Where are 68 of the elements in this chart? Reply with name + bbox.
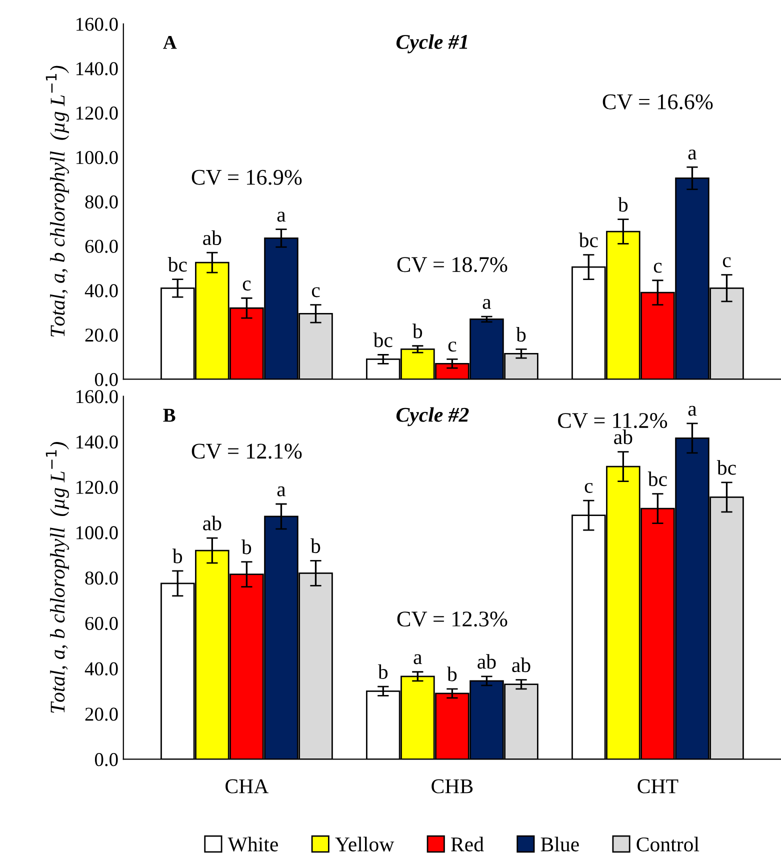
data-label: b [172, 548, 182, 564]
chart-title: Cycle #1 [396, 34, 468, 54]
data-label: b [241, 540, 252, 554]
data-label: b [378, 664, 388, 679]
data-label: c [242, 280, 251, 291]
legend-label: Control [636, 836, 700, 852]
y-tick-label: 60.0 [85, 240, 118, 253]
data-label: bc [578, 232, 598, 248]
y-tick-label: 20.0 [85, 328, 118, 342]
y-tick-label: 40.0 [84, 662, 118, 676]
data-label: bc [716, 460, 736, 475]
annotation: CV = 12.1% [192, 444, 302, 459]
x-tick-label: CHA [226, 779, 269, 794]
data-label: c [722, 257, 731, 268]
data-label: bc [373, 332, 392, 348]
y-tick-label: 120.0 [76, 106, 118, 120]
data-label: b [412, 324, 422, 338]
data-label: a [414, 654, 422, 664]
data-label: ab [614, 430, 632, 444]
data-label: ab [203, 516, 222, 530]
annotation: CV = 12.3% [397, 612, 508, 627]
legend-label: Red [451, 836, 484, 852]
y-tick-label: 0.0 [94, 372, 118, 386]
y-tick-label: 120.0 [76, 480, 118, 494]
data-label: ab [512, 658, 530, 672]
y-axis-title: Total, a, b chlorophyll (µg L$^{−1}$) [46, 66, 69, 337]
annotation: CV = 11.2% [558, 413, 668, 428]
x-tick-label: CHB [432, 779, 473, 794]
data-label: c [654, 262, 662, 273]
data-label: ab [478, 654, 496, 669]
data-label: bc [168, 257, 187, 272]
annotation: B [163, 408, 176, 422]
data-label: ab [203, 230, 222, 246]
data-label: a [688, 406, 697, 416]
y-tick-label: 160.0 [76, 18, 118, 31]
data-label: b [516, 326, 526, 342]
y-tick-label: 80.0 [85, 195, 118, 209]
data-label: a [277, 212, 286, 222]
data-label: c [448, 342, 456, 352]
data-label: c [584, 482, 593, 493]
data-label: b [446, 666, 457, 682]
data-label: a [482, 299, 492, 309]
data-label: b [618, 197, 628, 212]
y-tick-label: 20.0 [85, 708, 118, 721]
y-tick-label: 100.0 [76, 526, 118, 540]
data-label: a [688, 150, 697, 160]
y-tick-label: 80.0 [85, 572, 118, 585]
y-tick-label: 140.0 [76, 435, 118, 449]
data-label: c [312, 287, 320, 298]
y-tick-label: 160.0 [76, 390, 118, 404]
legend-label: Blue [540, 836, 579, 852]
annotation: CV = 16.6% [602, 94, 713, 110]
annotation: CV = 18.7% [397, 257, 508, 272]
data-label: bc [648, 472, 667, 486]
data-label: b [310, 538, 320, 554]
legend-label: White [228, 836, 278, 852]
annotation: CV = 16.9% [192, 170, 302, 185]
legend-label: Yellow [335, 836, 394, 852]
y-axis-title: Total, a, b chlorophyll (µg L$^{−1}$) [46, 442, 69, 713]
chart-title: Cycle #2 [396, 407, 469, 426]
y-tick-label: 100.0 [76, 150, 118, 164]
y-tick-label: 60.0 [85, 616, 118, 630]
annotation: A [163, 36, 177, 49]
x-tick-label: CHT [638, 779, 678, 794]
y-tick-label: 40.0 [84, 284, 118, 298]
y-tick-label: 0.0 [94, 753, 118, 766]
y-tick-label: 140.0 [76, 62, 118, 76]
data-label: a [277, 486, 286, 496]
